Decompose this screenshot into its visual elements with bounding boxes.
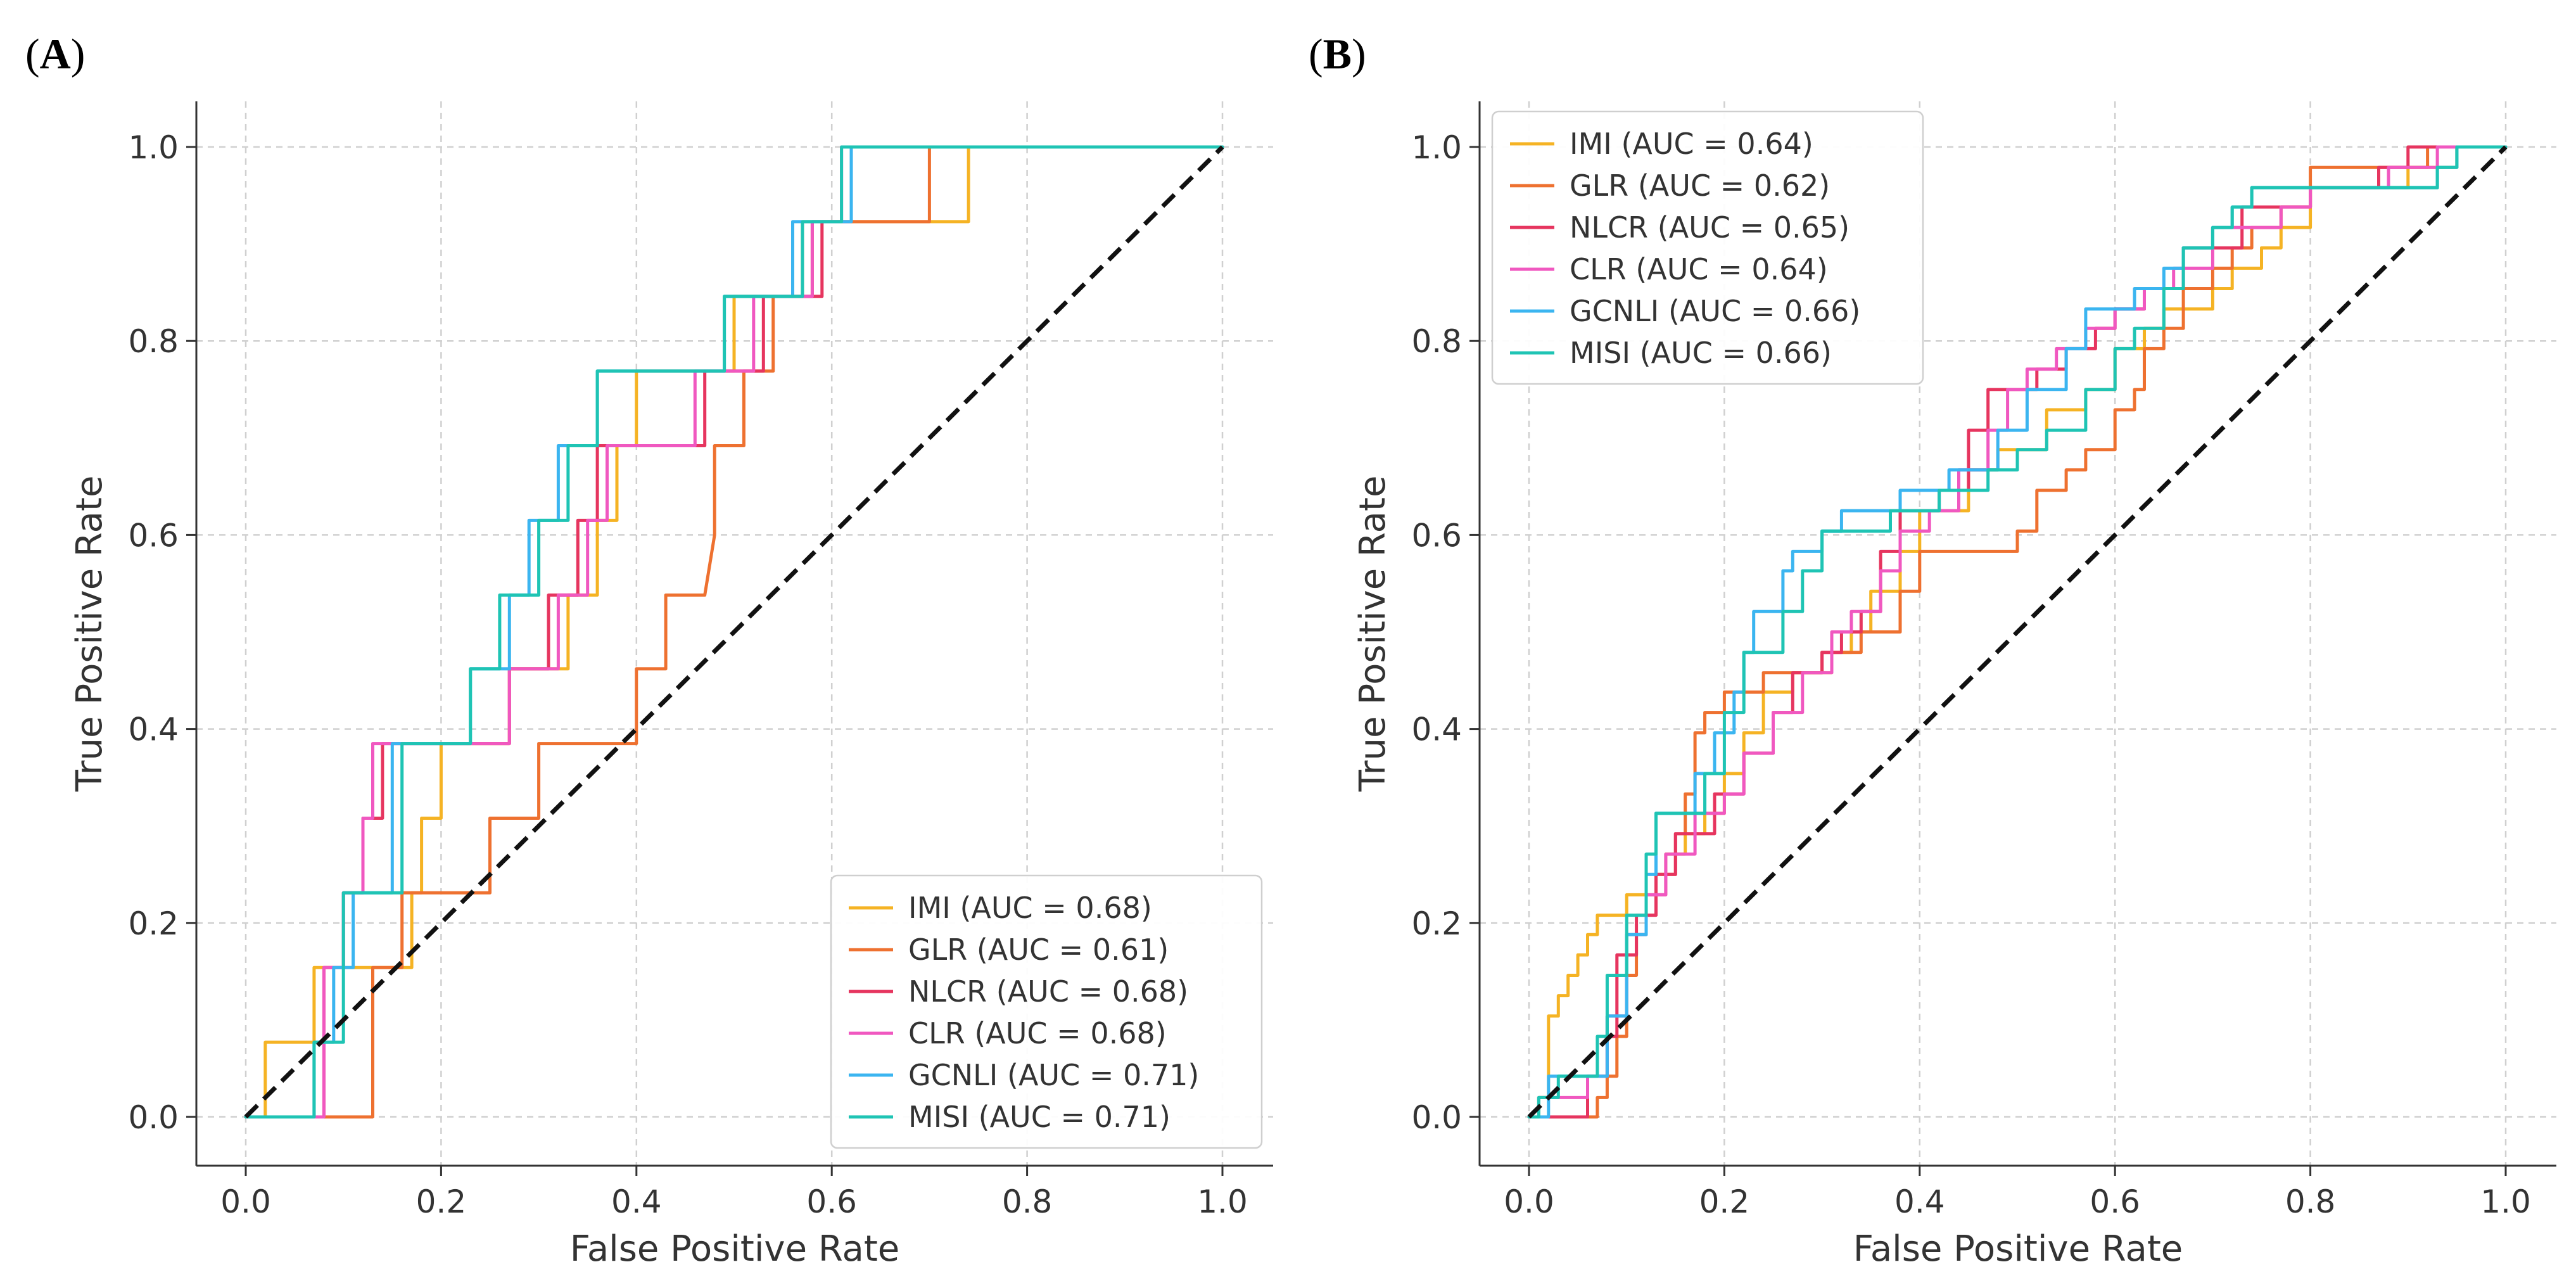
x-axis-label-b: False Positive Rate <box>1853 1228 2183 1270</box>
x-tick-label-a: 0.0 <box>220 1183 271 1220</box>
legend-label: NLCR (AUC = 0.65) <box>1570 210 1850 245</box>
series-b <box>1527 145 2508 1119</box>
x-tick-label-b: 0.4 <box>1894 1183 1945 1220</box>
legend-entry: MISI (AUC = 0.71) <box>849 1100 1171 1134</box>
x-tick-label-a: 0.4 <box>611 1183 662 1220</box>
x-tick-label-b: 0.8 <box>2285 1183 2336 1220</box>
x-tick-label-b: 0.2 <box>1699 1183 1750 1220</box>
x-ticks-a: 0.0 0.2 0.4 0.6 0.8 1.0 <box>220 1183 1248 1220</box>
x-tick-label-a: 0.8 <box>1002 1183 1053 1220</box>
legend-label: NLCR (AUC = 0.68) <box>908 974 1188 1009</box>
y-tick-label-b: 0.8 <box>1411 323 1462 360</box>
legend-entry: GCNLI (AUC = 0.66) <box>1510 294 1860 328</box>
axes-a <box>186 101 1273 1176</box>
chance-diagonal-line <box>1527 145 2508 1119</box>
y-tick-label-b: 1.0 <box>1411 129 1462 166</box>
y-tick-label-b: 0.4 <box>1411 711 1462 748</box>
legend-label: IMI (AUC = 0.64) <box>1570 127 1813 161</box>
axes-b <box>1469 101 2556 1176</box>
x-tick-label-a: 0.6 <box>806 1183 857 1220</box>
roc-curve-misi <box>1527 145 2508 1119</box>
y-tick-label-a: 0.2 <box>128 905 179 942</box>
legend-entry: CLR (AUC = 0.68) <box>849 1016 1167 1050</box>
y-tick-label-a: 0.4 <box>128 711 179 748</box>
y-ticks-a: 0.0 0.2 0.4 0.6 0.8 1.0 <box>128 129 179 1136</box>
legend-label: GCNLI (AUC = 0.71) <box>908 1058 1199 1092</box>
roc-curve-imi <box>1527 145 2508 1119</box>
y-tick-label-b: 0.0 <box>1411 1099 1462 1136</box>
panel-a-label: (A) <box>25 30 85 78</box>
x-tick-label-b: 1.0 <box>2480 1183 2531 1220</box>
legend-b: IMI (AUC = 0.64) GLR (AUC = 0.62) NLCR (… <box>1491 110 1924 385</box>
legend-label: MISI (AUC = 0.66) <box>1570 336 1832 370</box>
legend-label: CLR (AUC = 0.64) <box>1570 252 1828 286</box>
legend-label: CLR (AUC = 0.68) <box>908 1016 1167 1050</box>
legend-label: GCNLI (AUC = 0.66) <box>1570 294 1860 328</box>
roc-curve-clr <box>1527 145 2508 1119</box>
legend-entry: IMI (AUC = 0.64) <box>1510 127 1813 161</box>
y-tick-label-a: 0.0 <box>128 1099 179 1136</box>
x-ticks-b: 0.0 0.2 0.4 0.6 0.8 1.0 <box>1504 1183 2531 1220</box>
series-a <box>244 145 1224 1119</box>
legend-entry: CLR (AUC = 0.64) <box>1510 252 1828 286</box>
y-tick-label-a: 0.6 <box>128 517 179 554</box>
x-tick-label-b: 0.6 <box>2090 1183 2140 1220</box>
roc-curve-misi <box>244 145 1224 1119</box>
x-tick-label-b: 0.0 <box>1504 1183 1554 1220</box>
legend-entry: GCNLI (AUC = 0.71) <box>849 1058 1199 1092</box>
y-tick-label-b: 0.6 <box>1411 517 1462 554</box>
legend-entry: GLR (AUC = 0.62) <box>1510 169 1830 203</box>
legend-entry: NLCR (AUC = 0.65) <box>1510 210 1850 245</box>
y-axis-label-a: True Positive Rate <box>69 476 110 793</box>
y-ticks-b: 0.0 0.2 0.4 0.6 0.8 1.0 <box>1411 129 1462 1136</box>
x-tick-label-a: 1.0 <box>1197 1183 1248 1220</box>
y-tick-label-b: 0.2 <box>1411 905 1462 942</box>
panel-a-letter: A <box>40 30 71 78</box>
legend-label: GLR (AUC = 0.62) <box>1570 169 1830 203</box>
legend-box-b <box>1491 110 1924 385</box>
legend-entry: IMI (AUC = 0.68) <box>849 891 1152 925</box>
y-tick-label-a: 1.0 <box>128 129 179 166</box>
legend-label: MISI (AUC = 0.71) <box>908 1100 1171 1134</box>
x-axis-label-a: False Positive Rate <box>570 1228 899 1270</box>
x-tick-label-a: 0.2 <box>416 1183 467 1220</box>
legend-entry: MISI (AUC = 0.66) <box>1510 336 1832 370</box>
roc-chart-panel-b: 0.0 0.2 0.4 0.6 0.8 1.0 0.0 0.2 0.4 0.6 … <box>1352 101 2556 1270</box>
legend-entry: NLCR (AUC = 0.68) <box>849 974 1188 1009</box>
legend-entry: GLR (AUC = 0.61) <box>849 933 1169 967</box>
y-axis-label-b: True Positive Rate <box>1352 476 1393 793</box>
panel-b-label: (B) <box>1309 30 1366 78</box>
panel-b-letter: B <box>1323 30 1352 78</box>
chance-diagonal-line <box>244 145 1224 1119</box>
legend-box-a <box>830 874 1263 1149</box>
legend-a: IMI (AUC = 0.68) GLR (AUC = 0.61) NLCR (… <box>830 874 1263 1149</box>
legend-label: IMI (AUC = 0.68) <box>908 891 1152 925</box>
y-tick-label-a: 0.8 <box>128 323 179 360</box>
legend-label: GLR (AUC = 0.61) <box>908 933 1169 967</box>
roc-chart-panel-a: 0.0 0.2 0.4 0.6 0.8 1.0 0.0 0.2 0.4 0.6 … <box>69 101 1273 1270</box>
